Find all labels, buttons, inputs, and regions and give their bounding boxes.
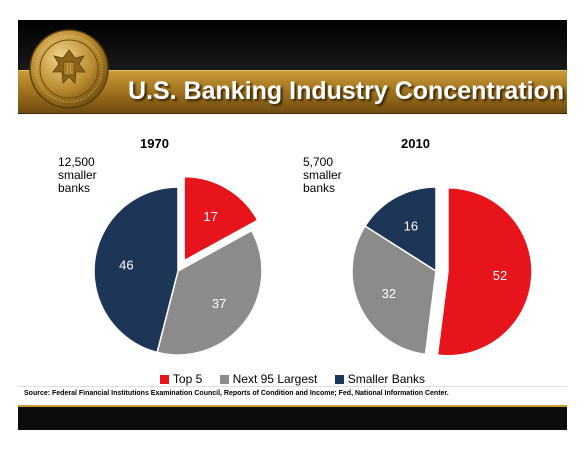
header-band [18, 20, 567, 70]
source-note: Source: Federal Financial Institutions E… [24, 390, 449, 397]
legend-item-smaller: Smaller Banks [334, 371, 426, 386]
pie-1970-slice-top5 [183, 175, 259, 262]
legend-item-next95: Next 95 Largest [219, 371, 318, 386]
note-1970-line-3: banks [58, 181, 91, 195]
slide: U.S. Banking Industry Concentration 17 37… [18, 20, 567, 430]
legend-swatch-smaller [334, 375, 344, 385]
pie-2010-label-smaller: 16 [404, 218, 418, 233]
pie-2010: 52 32 16 [351, 186, 533, 357]
source-band: Source: Federal Financial Institutions E… [18, 386, 567, 405]
note-1970-line-1: 12,500 [58, 155, 95, 169]
pie-2010-title: 2010 [401, 136, 430, 151]
pie-1970: 17 37 46 [93, 175, 263, 356]
note-2010-line-2: smaller [303, 168, 342, 182]
title-bar [18, 70, 567, 115]
pie-1970-label-smaller: 46 [119, 257, 133, 272]
legend-swatch-next95 [219, 375, 229, 385]
note-2010-line-1: 5,700 [303, 155, 334, 169]
pie-2010-slice-top5 [436, 187, 533, 357]
pie-charts: 17 37 46 52 32 16 [93, 175, 533, 357]
page-title: U.S. Banking Industry Concentration [128, 77, 565, 105]
federal-reserve-seal-icon [29, 29, 109, 109]
pie-1970-slice-next95 [156, 229, 263, 356]
legend-label-smaller: Smaller Banks [347, 371, 426, 386]
pie-1970-title: 1970 [140, 136, 169, 151]
legend-label-next95: Next 95 Largest [232, 371, 318, 386]
note-1970: 12,500 smaller banks [58, 156, 97, 195]
legend-item-top5: Top 5 [159, 371, 203, 386]
legend: Top 5 Next 95 Largest Smaller Banks [18, 371, 567, 387]
pie-2010-label-next95: 32 [382, 286, 396, 301]
legend-swatch-top5 [159, 375, 169, 385]
note-2010-line-3: banks [303, 181, 336, 195]
note-1970-line-2: smaller [58, 168, 97, 182]
note-2010: 5,700 smaller banks [303, 156, 342, 195]
legend-label-top5: Top 5 [172, 371, 203, 386]
pie-1970-label-next95: 37 [212, 296, 226, 311]
footer-band [18, 405, 567, 430]
pie-2010-slice-smaller [364, 186, 437, 273]
pie-1970-label-top5: 17 [203, 209, 217, 224]
pie-2010-label-top5: 52 [493, 268, 507, 283]
chart-area: 17 37 46 52 32 16 1970 2010 12,500 smaller b… [18, 114, 567, 386]
pie-1970-slice-smaller [93, 186, 179, 354]
